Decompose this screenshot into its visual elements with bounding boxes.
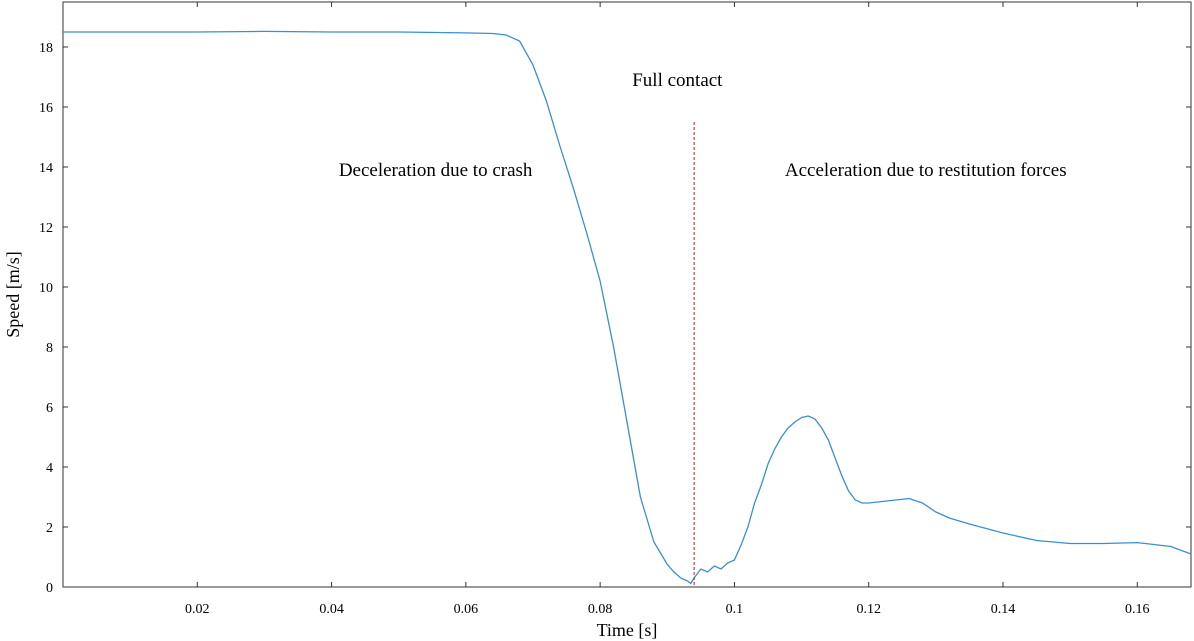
x-tick-label: 0.12 [856, 602, 881, 617]
y-tick-label: 4 [46, 461, 53, 476]
annotations: Full contact Deceleration due to crash Acc… [339, 70, 1067, 181]
x-tick-label: 0.04 [319, 602, 344, 617]
x-tick-label: 0.1 [726, 602, 744, 617]
y-tick-label: 16 [39, 101, 53, 116]
y-tick-label: 10 [39, 281, 53, 296]
y-tick-label: 0 [46, 581, 53, 596]
x-tick-label: 0.08 [588, 602, 613, 617]
annotation-text: Full contact [632, 70, 723, 91]
speed-series-line [63, 30, 1192, 585]
y-tick-label: 6 [46, 401, 53, 416]
plot-frame [62, 1, 1192, 588]
x-tick-label: 0.06 [454, 602, 479, 617]
y-axis-label: Speed [m/s] [3, 251, 23, 337]
y-tick-label: 14 [39, 161, 53, 176]
annotation-text: Acceleration due to restitution forces [785, 160, 1067, 181]
x-tick-label: 0.14 [991, 602, 1016, 617]
y-tick-label: 12 [39, 221, 53, 236]
x-tick-label: 0.16 [1125, 602, 1150, 617]
y-tick-label: 2 [46, 521, 53, 536]
y-tick-label: 18 [39, 41, 53, 56]
y-tick-label: 8 [46, 341, 53, 356]
x-axis-label: Time [s] [597, 620, 658, 640]
axis-ticks [63, 2, 1191, 588]
annotation-text: Deceleration due to crash [339, 160, 533, 181]
axis-tick-labels: 0.02 0.04 0.06 0.08 0.1 0.12 0.14 0.16 0 2 4 6 8 10 12… [39, 41, 1150, 617]
x-tick-label: 0.02 [185, 602, 210, 617]
